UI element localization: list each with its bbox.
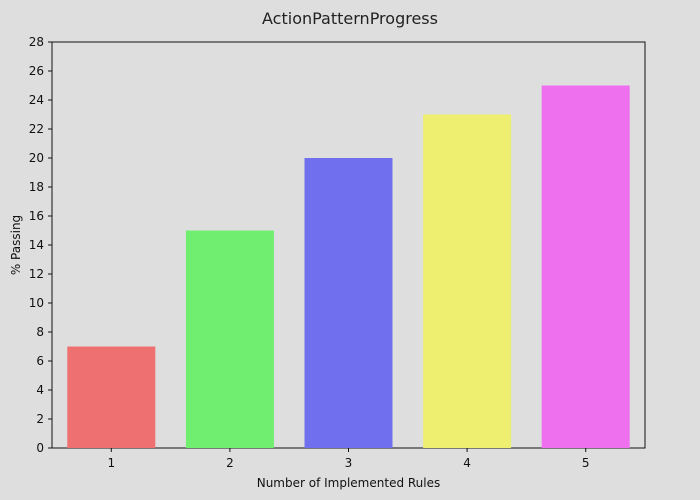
y-tick-label: 16 xyxy=(29,209,44,223)
bar-2 xyxy=(185,230,274,448)
y-tick-label: 2 xyxy=(36,412,44,426)
x-tick-label: 1 xyxy=(107,456,115,470)
x-tick-label: 3 xyxy=(345,456,353,470)
y-tick-label: 28 xyxy=(29,35,44,49)
x-tick-label: 5 xyxy=(582,456,590,470)
y-tick-label: 14 xyxy=(29,238,44,252)
y-tick-label: 22 xyxy=(29,122,44,136)
x-axis-ticks: 1 2 3 4 5 xyxy=(107,448,590,470)
bar-1 xyxy=(67,346,156,448)
y-axis-label: % Passing xyxy=(9,215,23,275)
x-tick-label: 2 xyxy=(226,456,234,470)
bar-4 xyxy=(423,114,512,448)
y-tick-label: 12 xyxy=(29,267,44,281)
y-tick-label: 8 xyxy=(36,325,44,339)
y-tick-label: 20 xyxy=(29,151,44,165)
y-tick-label: 0 xyxy=(36,441,44,455)
bars xyxy=(67,85,630,448)
x-tick-label: 4 xyxy=(463,456,471,470)
y-tick-label: 6 xyxy=(36,354,44,368)
bar-5 xyxy=(541,85,630,448)
chart-title: ActionPatternProgress xyxy=(262,9,438,28)
x-axis-label: Number of Implemented Rules xyxy=(257,476,441,490)
y-tick-label: 24 xyxy=(29,93,44,107)
bar-3 xyxy=(304,158,393,448)
y-tick-label: 4 xyxy=(36,383,44,397)
y-tick-label: 18 xyxy=(29,180,44,194)
y-tick-label: 10 xyxy=(29,296,44,310)
y-tick-label: 26 xyxy=(29,64,44,78)
